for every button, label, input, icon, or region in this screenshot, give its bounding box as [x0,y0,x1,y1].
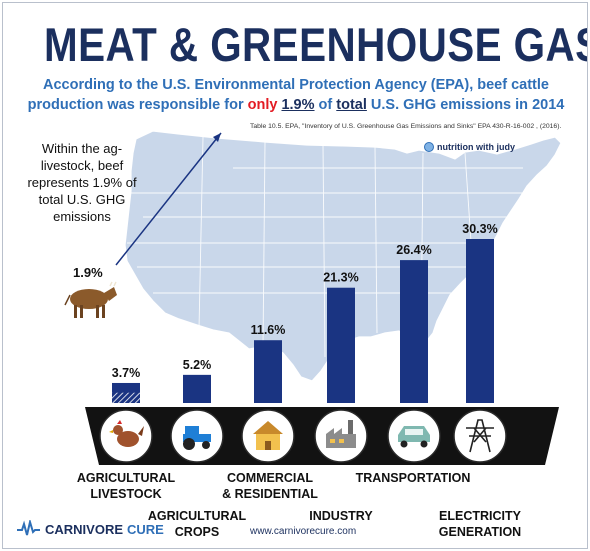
car-windshield [405,429,423,435]
chicken-head [113,425,123,435]
bar-value-label: 30.3% [462,222,497,236]
bar-value-label: 26.4% [396,243,431,257]
factory-chimney [348,420,353,434]
factory-window [339,439,344,443]
bar-6 [466,239,494,403]
category-label-line: AGRICULTURAL [147,509,247,523]
cow-tail [64,294,71,306]
chicken-body [117,431,139,447]
category-label-line: LIVESTOCK [90,487,162,501]
cow-leg [96,305,99,318]
chicken-beak [109,430,113,433]
category-label: ELECTRICITY GENERATION [428,508,532,540]
factory-window [330,439,335,443]
car-wheel [400,440,408,448]
chicken-icon [99,409,153,463]
cow-leg [102,305,105,318]
cow-leg [80,305,83,318]
bar-value-label: 11.6% [251,323,286,337]
bar-value-label: 21.3% [323,271,358,285]
subtitle-only-highlight: only [247,97,278,113]
bar-5 [400,260,428,403]
tractor-wheel-back [183,438,195,450]
cow-horns [109,281,117,287]
chicken-tail [138,426,144,436]
category-label-line: ELECTRICITY [439,509,521,523]
us-map-outline [124,130,562,382]
factory-icon [314,409,368,463]
tractor-cab [185,426,199,436]
category-label-line: CROPS [174,525,220,539]
heartbeat-icon [17,520,40,536]
bar-highlight-portion [112,392,140,403]
subtitle-text-post: U.S. GHG emissions in 2014 [366,97,565,113]
nutrition-with-judy-logo: nutrition with judy [424,142,515,152]
category-label-line: INDUSTRY [309,509,373,523]
category-label: COMMERCIAL & RESIDENTIAL [211,470,329,502]
category-label-line: COMMERCIAL [226,471,314,485]
car-wheel [420,440,428,448]
subtitle-text-of: of [314,97,337,113]
cow-body [70,289,108,309]
logo-text-carnivore: CARNIVORE [45,521,124,537]
beef-percent-label: 1.9% [73,265,103,280]
power-tower-icon [453,409,507,463]
bar-2 [183,374,211,403]
house-door [265,441,271,450]
category-label-line: TRANSPORTATION [355,471,471,485]
house-roof [253,421,283,434]
category-label-line: & RESIDENTIAL [222,487,318,501]
page-title: MEAT & GREENHOUSE GAS [44,18,588,71]
subtitle-total: total [336,97,367,113]
logo-text-cure: CURE [127,521,164,537]
annotation-arrow-head [213,133,221,142]
category-label: AGRICULTURAL CROPS [141,508,253,540]
category-label: AGRICULTURAL LIVESTOCK [71,470,181,502]
source-citation: Table 10.5. EPA, "Inventory of U.S. Gree… [250,123,562,130]
nutrition-logo-icon [424,142,434,152]
subtitle-percent: 1.9% [281,97,315,113]
beef-annotation: Within the ag-livestock, beef represents… [27,141,137,224]
category-label: TRANSPORTATION [348,470,478,486]
cow-leg [74,305,77,318]
bar-4 [327,287,355,403]
cow-head [104,287,117,301]
nutrition-logo-text: nutrition with judy [437,142,515,152]
annotation-arrow-line [115,132,222,266]
tractor-body [183,434,211,442]
category-label-line: AGRICULTURAL [76,471,176,485]
cow-icon [64,281,117,318]
footer-url[interactable]: www.carnivorecure.com [250,526,357,537]
subtitle-text-pre: production was responsible for [27,97,248,113]
tractor-icon [170,409,224,463]
chart-svg: 3.7% 5.2% 11.6% 21.3% 26.4% 30.3% [64,132,559,465]
bar-value-label: 3.7% [112,366,141,380]
chicken-comb [117,420,122,424]
category-label-line: GENERATION [438,525,522,539]
carnivore-cure-logo: CARNIVORE CURE [15,520,164,538]
subtitle-line-2: production was responsible for only 1.9%… [3,97,587,113]
tower-lattice [466,419,494,453]
subtitle-line-1: According to the U.S. Environmental Prot… [43,77,549,93]
bar-value-label: 5.2% [183,358,212,372]
house-icon [241,409,295,463]
car-icon [387,409,441,463]
category-label: INDUSTRY [301,508,381,524]
bar-3 [254,340,282,403]
tractor-wheel-front [202,441,210,449]
